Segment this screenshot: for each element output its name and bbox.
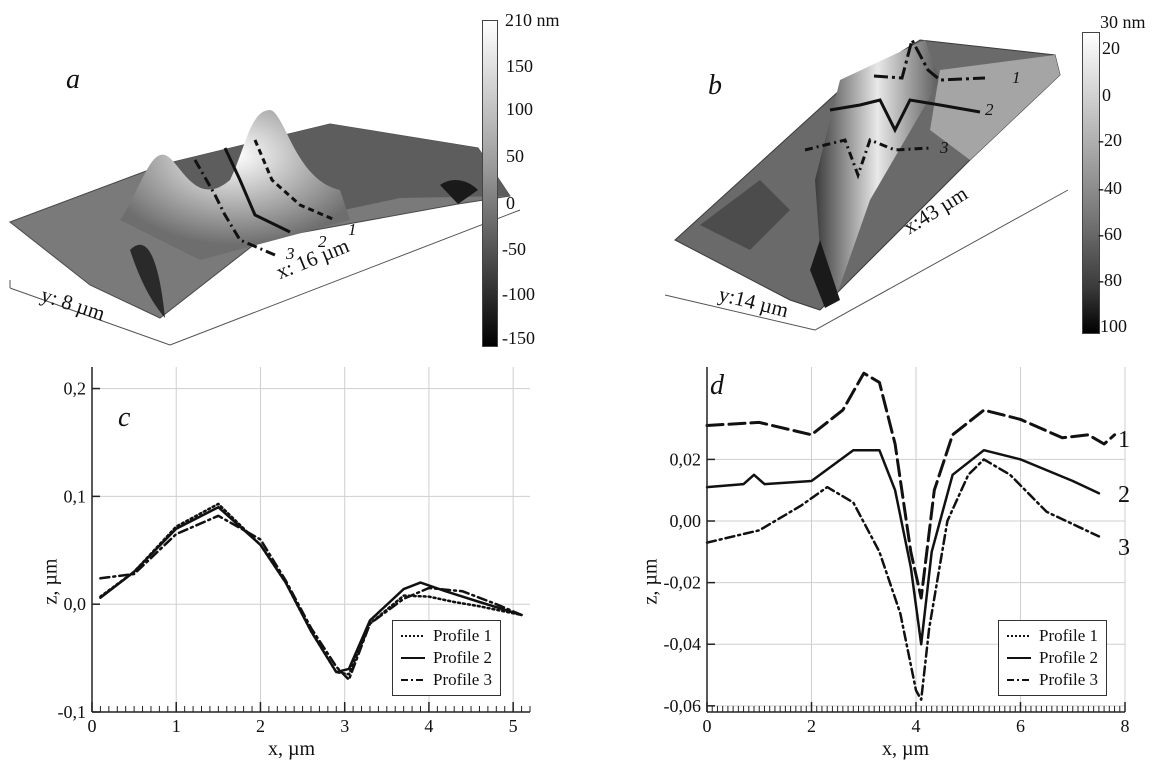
y-tick-label: 0,02 — [670, 449, 702, 469]
x-tick-label: 2 — [256, 716, 265, 736]
legend-label: Profile 1 — [433, 626, 493, 645]
chart-d-xlabel: x, µm — [882, 738, 930, 760]
panel-b-colorbar-tick: -100 — [1094, 316, 1127, 336]
chart-c-xlabel: x, µm — [268, 738, 316, 760]
legend-label: Profile 3 — [1039, 670, 1099, 689]
y-tick-label: 0,0 — [64, 594, 87, 614]
chart-c-legend: Profile 1 Profile 2 Profile 3 — [392, 620, 502, 696]
panel-a-colorbar-tick: 50 — [506, 146, 524, 166]
chart-d: 0 2 4 6 8 -0,06 -0,04 -0,02 0,00 0,02 — [664, 367, 1130, 736]
legend-item-profile-2: Profile 2 — [1007, 647, 1098, 669]
x-tick-label: 5 — [509, 716, 518, 736]
panel-a-colorbar-tick: -100 — [502, 284, 535, 304]
y-tick-label: -0,06 — [664, 696, 702, 716]
x-tick-label: 4 — [424, 716, 433, 736]
series-line-1 — [99, 502, 523, 676]
chart-d-ylabel: z, µm — [639, 558, 662, 605]
y-tick-label: 0,00 — [670, 511, 702, 531]
panel-d-letter: d — [710, 370, 724, 401]
chart-c: 0 1 2 3 4 5 -0,1 0,0 0,1 0,2 — [58, 367, 531, 736]
panel-a-colorbar-top: 210 nm — [505, 10, 560, 30]
series-line-3 — [705, 458, 1101, 701]
legend-label: Profile 2 — [1039, 648, 1099, 667]
panel-b-colorbar-top: 30 nm — [1100, 12, 1146, 32]
x-tick-label: 1 — [172, 716, 181, 736]
series-line-1 — [705, 371, 1117, 600]
panel-a-colorbar-tick: -150 — [502, 328, 535, 348]
legend-item-profile-3: Profile 3 — [1007, 669, 1098, 691]
panel-b-surface — [664, 35, 1069, 331]
legend-item-profile-1: Profile 1 — [401, 625, 492, 647]
panel-b-colorbar-tick: -80 — [1098, 270, 1122, 290]
x-tick-label: 0 — [703, 716, 712, 736]
chart-d-curve-label-1: 1 — [1118, 427, 1130, 453]
y-tick-label: -0,02 — [664, 573, 702, 593]
panel-a-profile-label-2: 2 — [318, 232, 327, 251]
panel-b-profile-label-2: 2 — [985, 100, 994, 119]
panel-b-colorbar-tick: 0 — [1102, 85, 1111, 105]
panel-b-profile-label-3: 3 — [940, 138, 949, 157]
panel-a-profile-label-1: 1 — [348, 220, 357, 239]
y-tick-label: 0,1 — [64, 486, 87, 506]
panel-b-colorbar — [1082, 32, 1100, 334]
chart-d-curve-label-3: 3 — [1118, 535, 1130, 561]
legend-label: Profile 2 — [433, 648, 493, 667]
panel-b-colorbar-tick: -60 — [1098, 224, 1122, 244]
series-line-3 — [99, 514, 523, 681]
legend-item-profile-1: Profile 1 — [1007, 625, 1098, 647]
panel-a-surface — [8, 110, 521, 346]
x-tick-label: 8 — [1121, 716, 1130, 736]
x-tick-label: 4 — [912, 716, 921, 736]
y-tick-label: -0,1 — [58, 702, 87, 722]
panel-a-colorbar-tick: -50 — [502, 239, 526, 259]
panel-a-colorbar-tick: 100 — [506, 99, 533, 119]
x-tick-label: 2 — [807, 716, 816, 736]
y-tick-label: -0,04 — [664, 634, 702, 654]
panel-b-letter: b — [708, 70, 722, 101]
panel-a-colorbar-tick: 150 — [506, 56, 533, 76]
chart-d-legend: Profile 1 Profile 2 Profile 3 — [998, 620, 1108, 696]
legend-label: Profile 3 — [433, 670, 493, 689]
panel-c-letter: c — [118, 402, 131, 433]
chart-d-curve-label-2: 2 — [1118, 482, 1130, 508]
chart-c-ylabel: z, µm — [39, 558, 62, 605]
legend-item-profile-2: Profile 2 — [401, 647, 492, 669]
legend-item-profile-3: Profile 3 — [401, 669, 492, 691]
x-tick-label: 0 — [88, 716, 97, 736]
panel-b-colorbar-tick: -20 — [1098, 130, 1122, 150]
series-line-2 — [705, 448, 1101, 646]
panel-b-colorbar-tick: -40 — [1098, 178, 1122, 198]
panel-a-profile-label-3: 3 — [286, 244, 295, 263]
y-tick-label: 0,2 — [64, 379, 87, 399]
legend-label: Profile 1 — [1039, 626, 1099, 645]
panel-a-letter: a — [66, 64, 80, 95]
panel-b-profile-label-1: 1 — [1012, 68, 1021, 87]
x-tick-label: 6 — [1016, 716, 1025, 736]
x-tick-label: 3 — [340, 716, 349, 736]
panel-a-colorbar-tick: 0 — [506, 193, 515, 213]
panel-a-colorbar — [482, 20, 498, 347]
panel-b-colorbar-tick: 20 — [1102, 38, 1120, 58]
